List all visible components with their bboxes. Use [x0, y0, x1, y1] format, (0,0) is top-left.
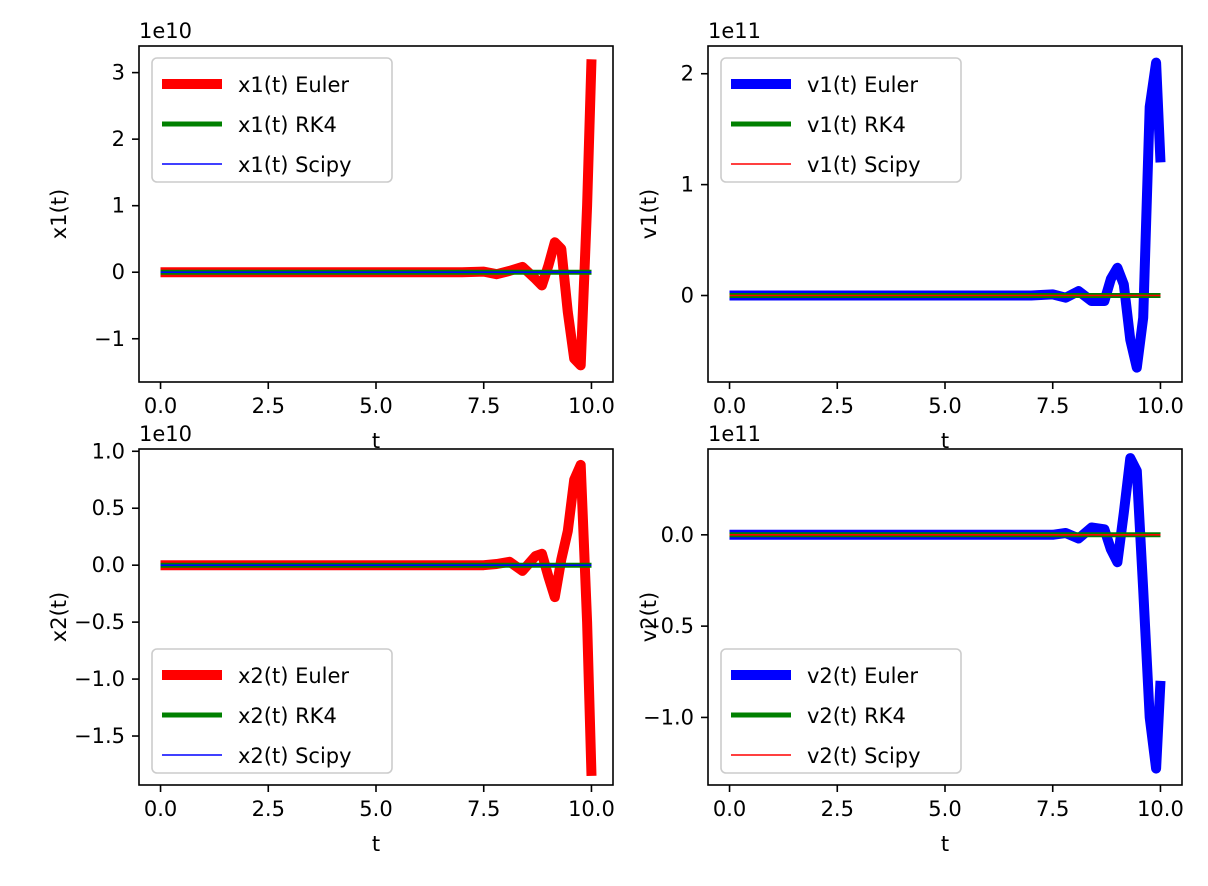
x-tick-label: 0.0	[713, 394, 746, 418]
y-axis-label: x1(t)	[47, 189, 71, 239]
axis-offset-text: 1e10	[139, 19, 192, 43]
series-group	[160, 59, 597, 371]
x-tick-label: 10.0	[1137, 797, 1184, 821]
legend: x1(t) Euler x1(t) RK4 x1(t) Scipy	[151, 57, 393, 183]
y-tick-label: 0.0	[661, 523, 694, 547]
x-tick-label: 5.0	[359, 797, 392, 821]
x-tick-label: 7.5	[1036, 394, 1069, 418]
x-tick-label: 7.5	[467, 797, 500, 821]
x-tick-label: 5.0	[359, 394, 392, 418]
x-axis-label: t	[941, 429, 949, 453]
y-tick-label: 3	[112, 61, 125, 85]
legend-entry-label: v1(t) RK4	[807, 113, 906, 137]
y-tick-label: −1.0	[643, 705, 694, 729]
y-tick-label: 0	[112, 260, 125, 284]
y-tick-label: 2	[112, 127, 125, 151]
legend-entry-label: x2(t) RK4	[238, 704, 337, 728]
x-tick-label: 0.0	[144, 797, 177, 821]
x-tick-label: 0.0	[144, 394, 177, 418]
x-tick-label: 2.5	[821, 797, 854, 821]
series-group	[729, 453, 1166, 774]
y-tick-label: 1.0	[92, 439, 125, 463]
x-tick-label: 10.0	[568, 394, 615, 418]
series-group	[729, 57, 1166, 373]
x-tick-label: 5.0	[928, 394, 961, 418]
y-tick-label: 0	[681, 284, 694, 308]
y-tick-label: 1	[112, 194, 125, 218]
axis-offset-text: 1e11	[708, 19, 761, 43]
subplot-x1t: 0.0 2.5 5.0 7.5 10.0 −1 0 1 2 3 t x1(t) 1e10 x1(t) Eu…	[47, 19, 615, 453]
x-tick-label: 10.0	[568, 797, 615, 821]
y-tick-label: 1	[681, 173, 694, 197]
x-axis-label: t	[941, 832, 949, 856]
legend: x2(t) Euler x2(t) RK4 x2(t) Scipy	[151, 648, 393, 774]
legend-entry-label: v2(t) Scipy	[807, 744, 921, 768]
legend-entry-label: x1(t) RK4	[238, 113, 337, 137]
y-axis-label: x2(t)	[47, 592, 71, 642]
y-tick-label: −0.5	[74, 610, 125, 634]
series-group	[160, 459, 597, 777]
y-axis-label: v1(t)	[637, 189, 661, 239]
legend-entry-label: v2(t) RK4	[807, 704, 906, 728]
x-tick-label: 10.0	[1137, 394, 1184, 418]
legend: v1(t) Euler v1(t) RK4 v1(t) Scipy	[720, 57, 962, 183]
legend-entry-label: v1(t) Scipy	[807, 153, 921, 177]
subplot-x2t: 0.0 2.5 5.0 7.5 10.0 −1.5 −1.0 −0.5 0.0 0.5 1.0 t x2…	[47, 422, 615, 856]
axis-offset-text: 1e11	[708, 422, 761, 446]
legend: v2(t) Euler v2(t) RK4 v2(t) Scipy	[720, 648, 962, 774]
legend-entry-label: x2(t) Euler	[238, 664, 349, 688]
x-tick-label: 0.0	[713, 797, 746, 821]
subplot-v1t: 0.0 2.5 5.0 7.5 10.0 0 1 2 t v1(t) 1e11 v1(t) Euler…	[637, 19, 1184, 453]
y-tick-label: −1.0	[74, 667, 125, 691]
y-tick-label: 2	[681, 62, 694, 86]
x-tick-label: 2.5	[821, 394, 854, 418]
y-tick-label: −1	[94, 327, 125, 351]
y-axis-label: v2(t)	[637, 592, 661, 642]
y-tick-label: 0.0	[92, 553, 125, 577]
y-tick-label: −0.5	[643, 614, 694, 638]
legend-entry-label: v2(t) Euler	[807, 664, 918, 688]
y-tick-label: −1.5	[74, 724, 125, 748]
subplot-v2t: 0.0 2.5 5.0 7.5 10.0 −1.0 −0.5 0.0 t v2(t) 1e11 v2(…	[637, 422, 1184, 856]
legend-entry-label: v1(t) Euler	[807, 73, 918, 97]
axis-offset-text: 1e10	[139, 422, 192, 446]
x-tick-label: 5.0	[928, 797, 961, 821]
legend-entry-label: x1(t) Euler	[238, 73, 349, 97]
x-tick-label: 7.5	[1036, 797, 1069, 821]
x-tick-label: 7.5	[467, 394, 500, 418]
x-axis-label: t	[372, 429, 380, 453]
x-tick-label: 2.5	[252, 797, 285, 821]
legend-entry-label: x2(t) Scipy	[238, 744, 352, 768]
x-tick-label: 2.5	[252, 394, 285, 418]
x-axis-label: t	[372, 832, 380, 856]
legend-entry-label: x1(t) Scipy	[238, 153, 352, 177]
y-tick-label: 0.5	[92, 496, 125, 520]
